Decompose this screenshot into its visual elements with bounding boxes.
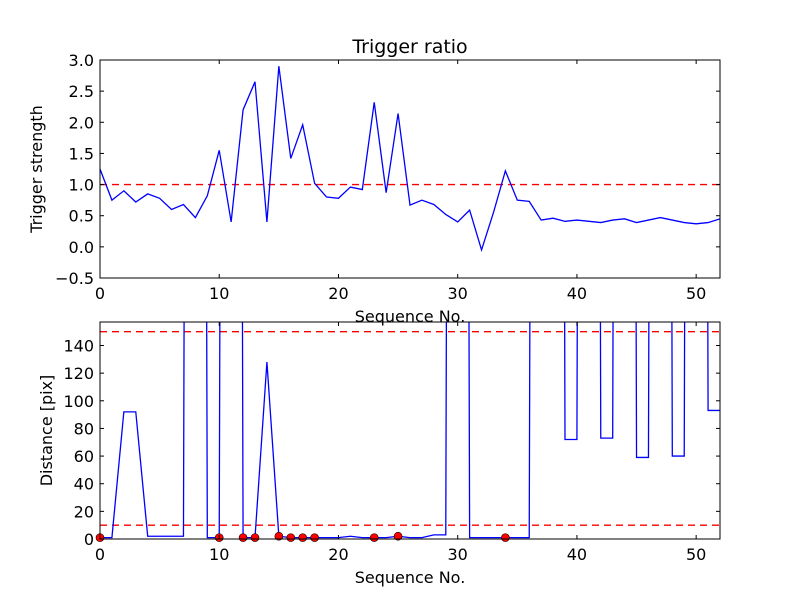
y-tick-label: 3.0 bbox=[69, 51, 94, 70]
x-tick-label: 40 bbox=[567, 545, 587, 564]
marker-point bbox=[369, 533, 379, 542]
y-tick-label: −0.5 bbox=[55, 269, 94, 288]
y-tick-label: 20 bbox=[74, 502, 94, 521]
y-tick-label: 0.0 bbox=[69, 238, 94, 257]
subplot-2: 0 10 20 30 40 50 0 20 40 60 80 100 120 140 Sequence No… bbox=[37, 321, 721, 587]
x-tick-label: 0 bbox=[95, 284, 105, 303]
x-tick-label: 40 bbox=[567, 284, 587, 303]
y-tick-label: 1.0 bbox=[69, 176, 94, 195]
y-axis-label: Trigger strength bbox=[27, 105, 46, 234]
plot-area bbox=[100, 66, 720, 253]
y-tick-label: 0 bbox=[84, 530, 94, 549]
subplot-1: 0 10 20 30 40 50 −0.5 0.0 0.5 1.0 1.5 2.0 2.5 3.0 Trig… bbox=[27, 36, 721, 326]
y-tick-label: 2.5 bbox=[69, 82, 94, 101]
plot-area bbox=[100, 322, 720, 539]
y-tick-label: 1.5 bbox=[69, 144, 94, 163]
axes-frame bbox=[99, 59, 721, 279]
axes-frame bbox=[99, 321, 721, 540]
marker-point bbox=[238, 533, 248, 542]
x-tick-label: 30 bbox=[448, 545, 468, 564]
marker-point bbox=[250, 533, 260, 542]
y-tick-label: 2.0 bbox=[69, 113, 94, 132]
marker-point bbox=[310, 533, 319, 542]
x-axis-label: Sequence No. bbox=[355, 568, 466, 587]
y-tick-label: 140 bbox=[63, 336, 94, 355]
x-tick-label: 30 bbox=[448, 284, 468, 303]
y-tick-label: 80 bbox=[74, 419, 94, 438]
x-tick-label: 0 bbox=[95, 545, 105, 564]
marker-point bbox=[298, 533, 307, 542]
y-tick-label: 0.5 bbox=[69, 207, 94, 226]
x-tick-label: 50 bbox=[686, 284, 706, 303]
marker-point bbox=[501, 533, 510, 542]
y-axis-label: Distance [pix] bbox=[37, 375, 56, 487]
marker-point bbox=[274, 531, 284, 541]
x-axis-label: Sequence No. bbox=[355, 307, 466, 326]
x-tick-label: 20 bbox=[328, 284, 348, 303]
series-line bbox=[100, 322, 720, 539]
marker-point bbox=[286, 533, 296, 542]
y-tick-label: 60 bbox=[74, 447, 94, 466]
x-tick-label: 20 bbox=[328, 545, 348, 564]
x-tick-label: 10 bbox=[209, 284, 229, 303]
chart-title: Trigger ratio bbox=[351, 36, 467, 58]
x-tick-label: 50 bbox=[686, 545, 706, 564]
y-tick-label: 100 bbox=[63, 392, 94, 411]
y-tick-label: 40 bbox=[74, 475, 94, 494]
series-line bbox=[100, 66, 720, 253]
marker-point bbox=[393, 531, 403, 541]
y-tick-label: 120 bbox=[63, 364, 94, 383]
x-tick-label: 10 bbox=[209, 545, 229, 564]
